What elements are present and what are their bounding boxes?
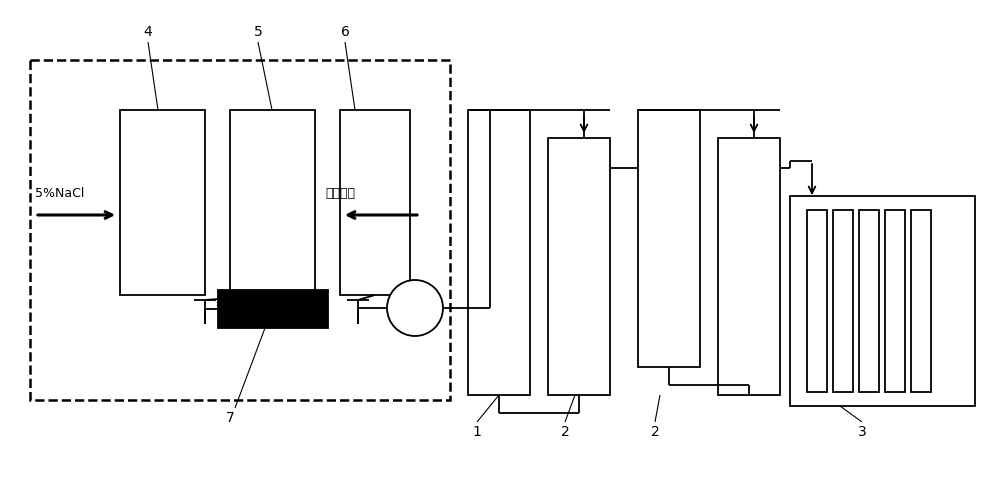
Bar (790, 196, 975, 406)
Text: 5: 5 (254, 25, 262, 39)
Text: 2: 2 (651, 425, 659, 439)
Text: 去离子水: 去离子水 (325, 187, 355, 200)
Text: 6: 6 (341, 25, 349, 39)
Text: 5%NaCl: 5%NaCl (35, 187, 84, 200)
Bar (30, 60, 450, 400)
Text: 3: 3 (858, 425, 866, 439)
Bar (833, 210, 853, 392)
Bar (911, 210, 931, 392)
Text: 1: 1 (473, 425, 481, 439)
Bar (468, 110, 530, 395)
Bar (230, 110, 315, 295)
Bar (218, 290, 328, 328)
Bar (718, 138, 780, 395)
Text: 7: 7 (226, 411, 234, 425)
Bar (859, 210, 879, 392)
Bar (638, 110, 700, 367)
Text: 4: 4 (144, 25, 152, 39)
Bar (807, 210, 827, 392)
Text: 2: 2 (561, 425, 569, 439)
Bar (120, 110, 205, 295)
Bar (340, 110, 410, 295)
Bar (548, 138, 610, 395)
Circle shape (387, 280, 443, 336)
Bar (885, 210, 905, 392)
